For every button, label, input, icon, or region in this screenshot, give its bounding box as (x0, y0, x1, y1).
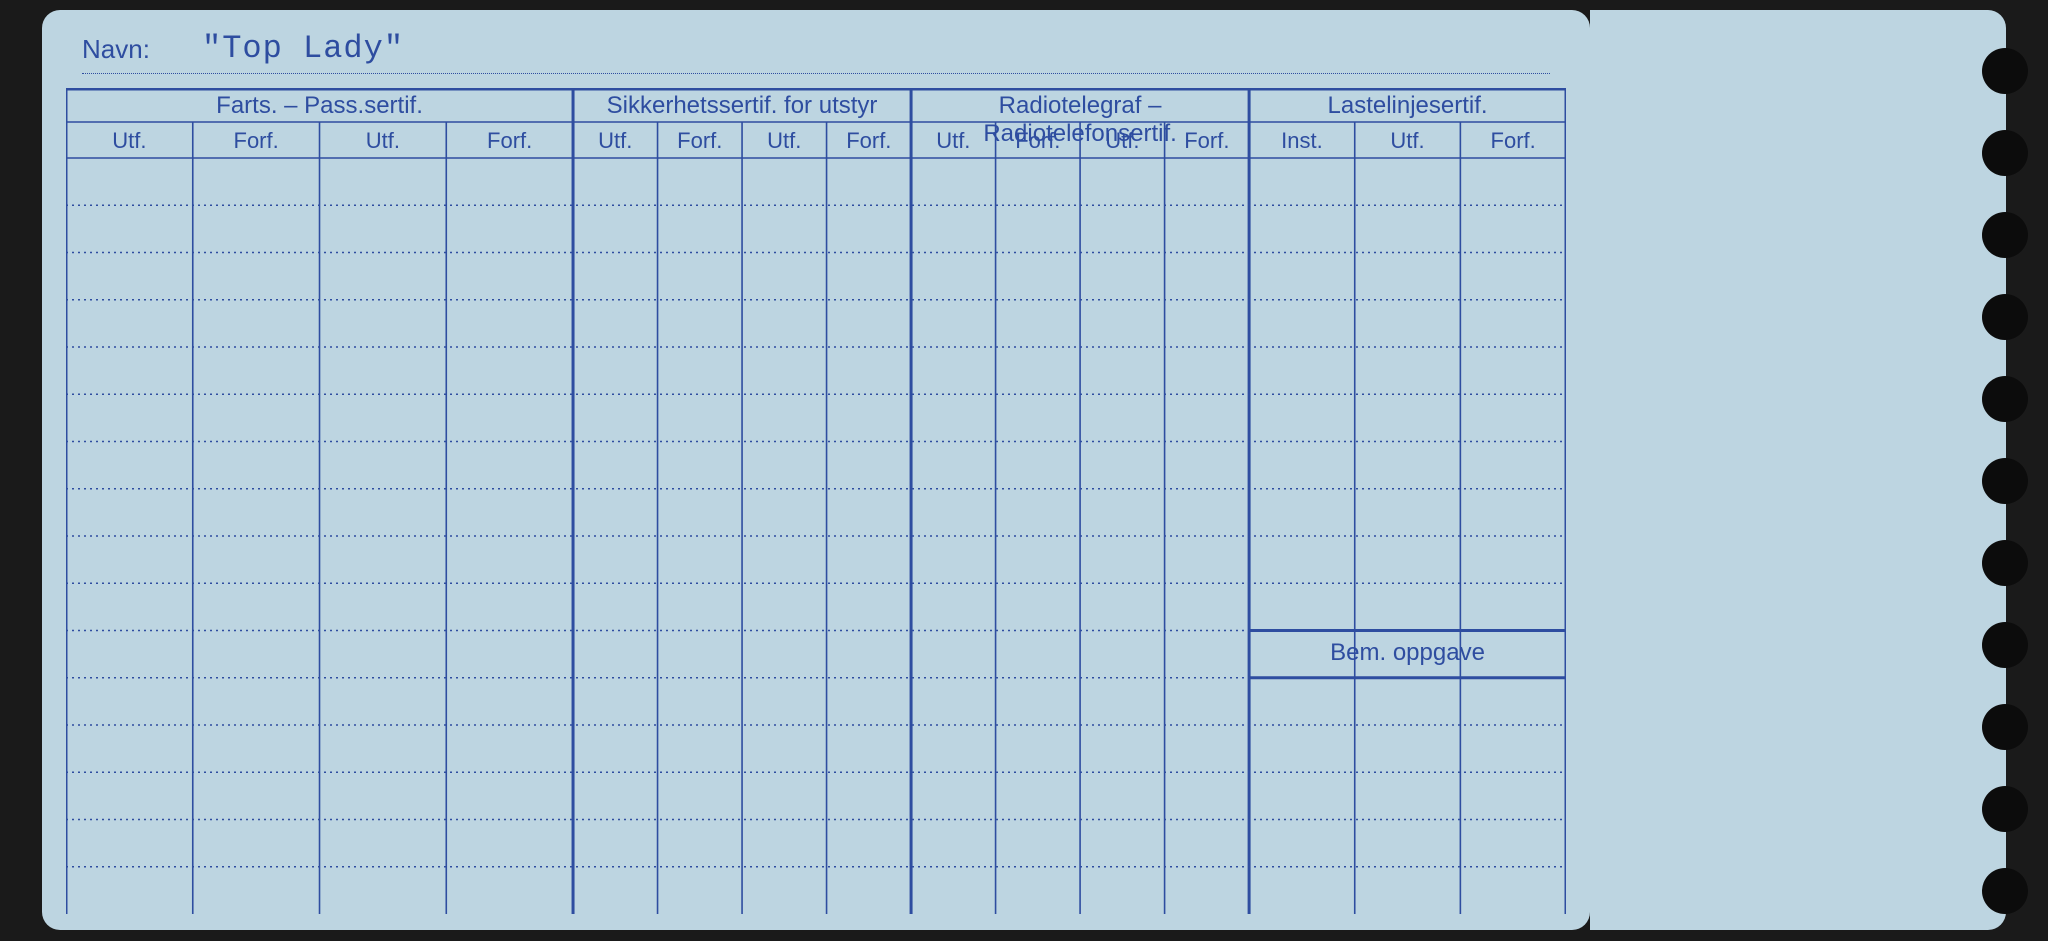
table-grid (66, 88, 1566, 914)
binder-hole (1982, 376, 2028, 422)
column-header: Forf. (658, 128, 743, 154)
column-header: Utf. (573, 128, 658, 154)
column-header: Forf. (1165, 128, 1250, 154)
column-header: Forf. (446, 128, 573, 154)
column-header: Forf. (193, 128, 320, 154)
group-header: Farts. – Pass.sertif. (66, 92, 573, 120)
column-header: Utf. (320, 128, 447, 154)
binder-hole (1982, 48, 2028, 94)
column-header: Utf. (742, 128, 827, 154)
binder-hole (1982, 786, 2028, 832)
column-header: Forf. (996, 128, 1081, 154)
navn-value: "Top Lady" (202, 30, 404, 67)
navn-label: Navn: (82, 34, 150, 65)
binder-hole (1982, 622, 2028, 668)
binder-hole (1982, 294, 2028, 340)
binder-hole (1982, 130, 2028, 176)
column-header: Inst. (1249, 128, 1355, 154)
binder-hole (1982, 458, 2028, 504)
column-header: Utf. (1080, 128, 1165, 154)
binder-hole (1982, 540, 2028, 586)
punch-strip (1590, 10, 2006, 930)
column-header: Utf. (911, 128, 996, 154)
group-header: Lastelinjesertif. (1249, 92, 1566, 120)
binder-hole (1982, 212, 2028, 258)
group-header: Sikkerhetssertif. for utstyr (573, 92, 911, 120)
column-header: Utf. (1355, 128, 1461, 154)
binder-hole (1982, 868, 2028, 914)
column-header: Forf. (1460, 128, 1566, 154)
certificate-table: Farts. – Pass.sertif.Utf.Forf.Utf.Forf.S… (66, 88, 1566, 914)
column-header: Forf. (827, 128, 912, 154)
binder-hole (1982, 704, 2028, 750)
navn-row: Navn: "Top Lady" (82, 32, 1550, 74)
column-header: Utf. (66, 128, 193, 154)
bem-oppgave-label: Bem. oppgave (1249, 639, 1566, 667)
index-card: Navn: "Top Lady" Farts. – Pass.sertif.Ut… (42, 10, 1590, 930)
